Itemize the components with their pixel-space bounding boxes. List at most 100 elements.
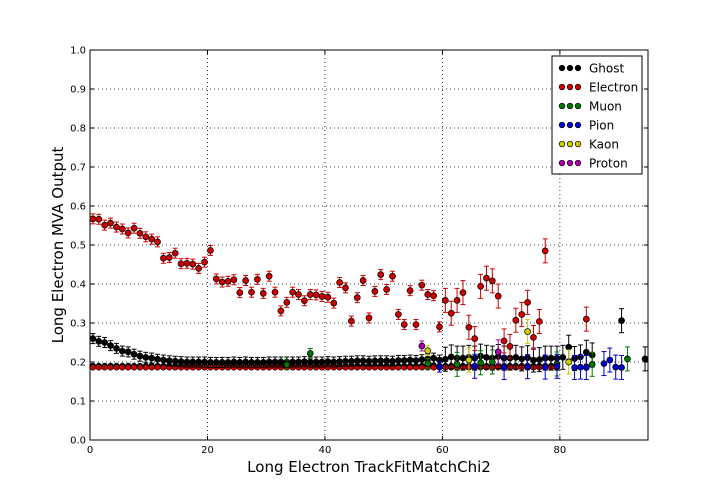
data-point-electron (236, 289, 244, 296)
data-point-ghost (342, 357, 349, 365)
data-point-muon (283, 361, 291, 369)
data-point-ghost (641, 355, 649, 363)
data-point-proton (418, 342, 426, 350)
legend-marker (566, 121, 574, 129)
y-tick-label: 0.5 (70, 241, 86, 252)
legend-label-pion: Pion (589, 119, 614, 133)
data-point-electron (477, 282, 484, 290)
data-point-ghost (183, 358, 191, 366)
data-point-ghost (330, 358, 338, 366)
data-points (89, 213, 649, 380)
data-point-electron (154, 238, 161, 246)
data-point-electron (500, 337, 508, 345)
data-point-pion (436, 363, 443, 371)
x-tick-label: 60 (436, 445, 449, 456)
data-point-muon (588, 360, 596, 368)
data-point-ghost (154, 355, 161, 363)
data-point-electron (218, 278, 226, 286)
x-tick-label: 0 (87, 445, 93, 456)
baseline-point (130, 364, 138, 371)
data-point-pion (541, 363, 549, 371)
data-point-ghost (400, 357, 408, 364)
data-point-ghost (559, 353, 567, 361)
data-point-ghost (383, 357, 390, 365)
y-tick-label: 0.9 (70, 85, 86, 96)
legend-box (551, 55, 643, 175)
data-point-electron (483, 274, 490, 282)
data-point-ghost (177, 358, 185, 365)
data-point-ghost (230, 358, 238, 366)
series-electron (89, 213, 590, 359)
baseline-point (119, 364, 126, 371)
baseline-point (418, 364, 425, 371)
data-point-electron (383, 286, 390, 293)
data-point-pion (553, 362, 561, 370)
legend-marker (574, 121, 582, 129)
legend-marker (566, 102, 574, 110)
legend-marker (566, 64, 574, 72)
baseline-point (154, 364, 161, 371)
data-point-electron (459, 289, 467, 296)
data-point-pion (524, 363, 531, 371)
legend-marker (558, 83, 566, 91)
data-point-ghost (113, 345, 120, 352)
data-point-ghost (324, 358, 332, 365)
baseline-point (136, 364, 144, 371)
data-point-ghost (130, 350, 138, 358)
data-point-ghost (359, 357, 367, 365)
series-pion (436, 347, 625, 380)
y-tick-label: 0.7 (70, 163, 86, 174)
legend-marker (574, 159, 582, 167)
data-point-ghost (412, 357, 420, 364)
legend-marker (558, 102, 566, 110)
data-point-ghost (189, 358, 197, 366)
series-kaon (424, 319, 573, 375)
data-point-electron (418, 281, 426, 289)
data-point-ghost (295, 358, 302, 366)
data-point-electron (453, 297, 461, 304)
data-point-ghost (218, 359, 226, 366)
y-tick-label: 0.6 (70, 202, 86, 213)
data-point-electron (471, 335, 479, 342)
data-point-ghost (148, 354, 156, 362)
data-point-electron (365, 314, 373, 322)
data-point-ghost (318, 358, 326, 366)
data-point-ghost (136, 352, 144, 360)
data-point-electron (324, 293, 332, 301)
data-point-electron (189, 260, 197, 268)
data-point-ghost (365, 357, 373, 365)
data-point-electron (582, 315, 590, 323)
legend-marker (558, 64, 566, 72)
data-point-ghost (406, 356, 414, 364)
data-point-electron (377, 271, 385, 278)
data-point-electron (318, 293, 326, 300)
data-point-ghost (124, 348, 132, 356)
data-point-ghost (518, 355, 526, 363)
data-point-electron (342, 284, 349, 292)
data-point-electron (447, 309, 455, 317)
data-point-electron (183, 259, 191, 267)
data-point-ghost (289, 358, 296, 366)
data-point-electron (259, 290, 267, 297)
data-point-electron (207, 247, 214, 254)
data-point-electron (353, 294, 361, 301)
data-point-electron (412, 321, 420, 328)
data-point-muon (624, 355, 631, 363)
data-point-electron (230, 276, 238, 284)
legend-label-proton: Proton (589, 157, 628, 171)
data-point-electron (289, 288, 296, 296)
data-point-electron (118, 225, 126, 233)
data-point-pion (606, 356, 614, 364)
data-point-pion (471, 362, 479, 370)
data-point-electron (348, 317, 355, 325)
legend-marker (566, 140, 574, 148)
baseline-point (89, 364, 97, 371)
data-point-muon (306, 350, 314, 357)
data-point-electron (283, 298, 291, 306)
data-point-ghost (377, 357, 385, 365)
axis-ticks: 0 20 40 60 80 0.0 0.1 0.2 0.3 0.4 0.5 0.6 0.7 0.8 0.9 1… (70, 46, 648, 456)
legend-marker (566, 83, 574, 91)
series-proton (418, 339, 502, 365)
data-point-ghost (530, 356, 537, 364)
